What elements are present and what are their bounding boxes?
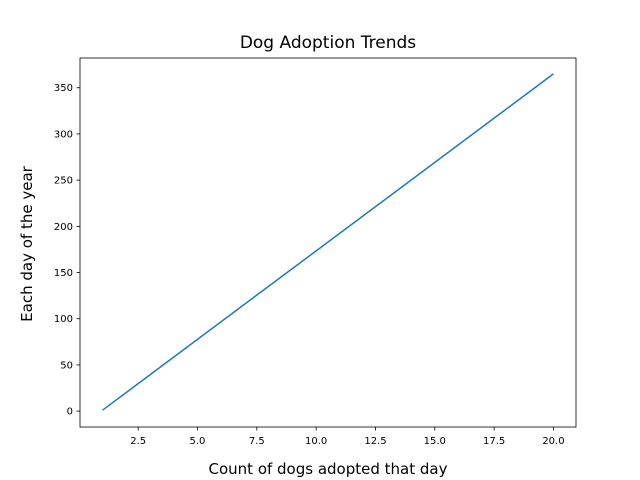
x-tick-label: 15.0 [424,436,446,447]
y-tick-label: 200 [54,222,73,233]
x-axis-label: Count of dogs adopted that day [209,460,448,478]
plot-frame [79,57,577,428]
y-tick-label: 150 [54,268,73,279]
y-tick-label: 0 [67,407,73,418]
x-tick-label: 20.0 [542,436,564,447]
x-tick-label: 17.5 [483,436,505,447]
y-tick-label: 300 [54,129,73,140]
x-tick-label: 7.5 [249,436,265,447]
x-tick-label: 10.0 [305,436,327,447]
x-axis: 2.5 5.0 7.5 10.0 12.5 15.0 17.5 20.0 [130,427,565,447]
y-axis: 0 50 100 150 200 250 300 350 [54,83,80,418]
x-tick-label: 12.5 [364,436,386,447]
series-line-0 [102,73,554,411]
y-tick-label: 250 [54,176,73,187]
x-tick-label: 2.5 [130,436,146,447]
chart-title: Dog Adoption Trends [240,33,416,53]
x-tick-label: 5.0 [190,436,206,447]
y-axis-label: Each day of the year [18,165,36,321]
y-tick-label: 50 [60,360,73,371]
y-tick-label: 100 [54,314,73,325]
y-tick-label: 350 [54,83,73,94]
plot-area [79,57,577,428]
